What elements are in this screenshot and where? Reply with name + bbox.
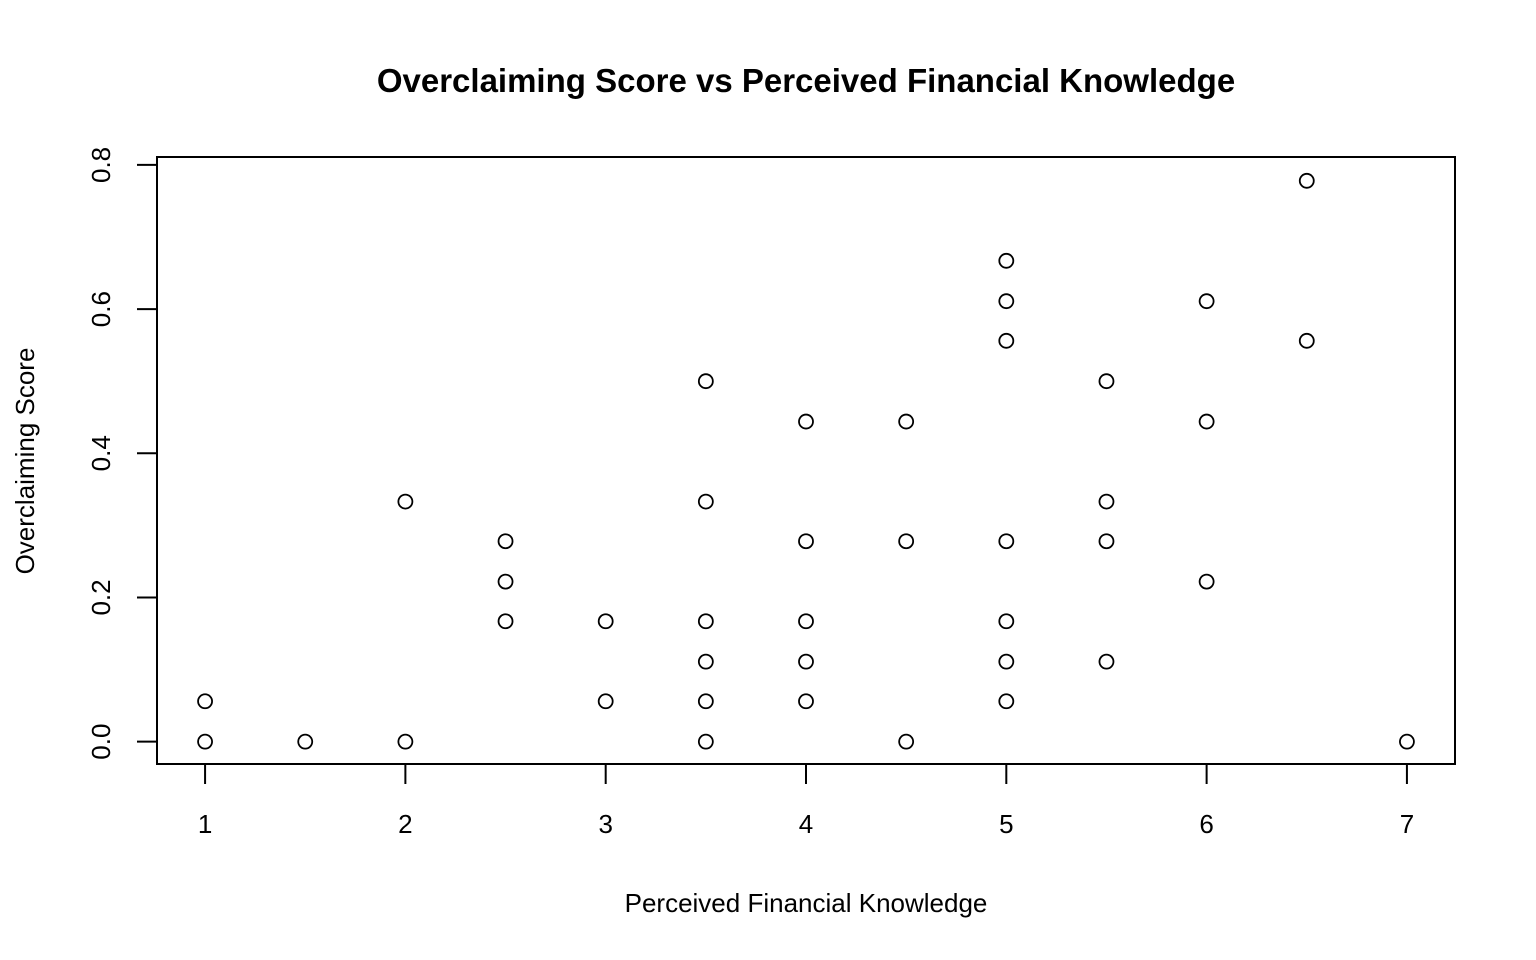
data-point (998, 533, 1015, 550)
data-point (697, 373, 714, 390)
data-point (697, 733, 714, 750)
data-point (1298, 172, 1315, 189)
x-axis-label: Perceived Financial Knowledge (625, 888, 988, 918)
data-points (197, 172, 1415, 750)
data-point (798, 613, 814, 630)
data-point (1198, 413, 1215, 430)
data-point (798, 413, 814, 430)
data-point (497, 573, 514, 590)
x-tick-label: 7 (1400, 809, 1414, 839)
data-point (1098, 493, 1115, 510)
chart-title: Overclaiming Score vs Perceived Financia… (377, 62, 1235, 99)
data-point (297, 733, 314, 750)
data-point (597, 613, 614, 630)
data-point (898, 733, 915, 750)
data-point (798, 693, 814, 710)
data-point (697, 693, 714, 710)
plot-area-frame (156, 156, 1456, 765)
data-point (998, 252, 1015, 269)
data-point (898, 413, 915, 430)
x-tick-label: 5 (999, 809, 1013, 839)
data-point (998, 293, 1015, 310)
data-point (1098, 373, 1115, 390)
data-point (998, 613, 1015, 630)
data-point (998, 693, 1015, 710)
data-point (397, 493, 414, 510)
data-point (898, 533, 915, 550)
data-point (1399, 733, 1415, 750)
data-point (197, 693, 213, 710)
data-point (697, 653, 714, 670)
x-tick-label: 6 (1199, 809, 1213, 839)
data-point (1098, 533, 1115, 550)
data-point (697, 613, 714, 630)
data-point (197, 733, 213, 750)
data-point (697, 493, 714, 510)
x-tick-label: 4 (799, 809, 813, 839)
data-point (597, 693, 614, 710)
data-point (497, 613, 514, 630)
data-point (1098, 653, 1115, 670)
data-point (998, 332, 1015, 349)
y-tick-label: 0.2 (86, 579, 116, 615)
data-point (1298, 332, 1315, 349)
y-tick-label: 0.0 (86, 724, 116, 760)
y-axis: 0.0 0.2 0.4 0.6 0.8 (86, 147, 158, 760)
x-axis: 1 2 3 4 5 6 7 (198, 763, 1414, 839)
y-axis-label: Overclaiming Score (10, 348, 40, 575)
data-point (1198, 573, 1215, 590)
data-point (998, 653, 1015, 670)
y-tick-label: 0.6 (86, 291, 116, 327)
data-point (1198, 293, 1215, 310)
data-point (397, 733, 414, 750)
x-tick-label: 3 (598, 809, 612, 839)
y-tick-label: 0.4 (86, 435, 116, 471)
y-tick-label: 0.8 (86, 147, 116, 183)
x-tick-label: 1 (198, 809, 212, 839)
x-tick-label: 2 (398, 809, 412, 839)
data-point (798, 653, 814, 670)
data-point (798, 533, 814, 550)
data-point (497, 533, 514, 550)
